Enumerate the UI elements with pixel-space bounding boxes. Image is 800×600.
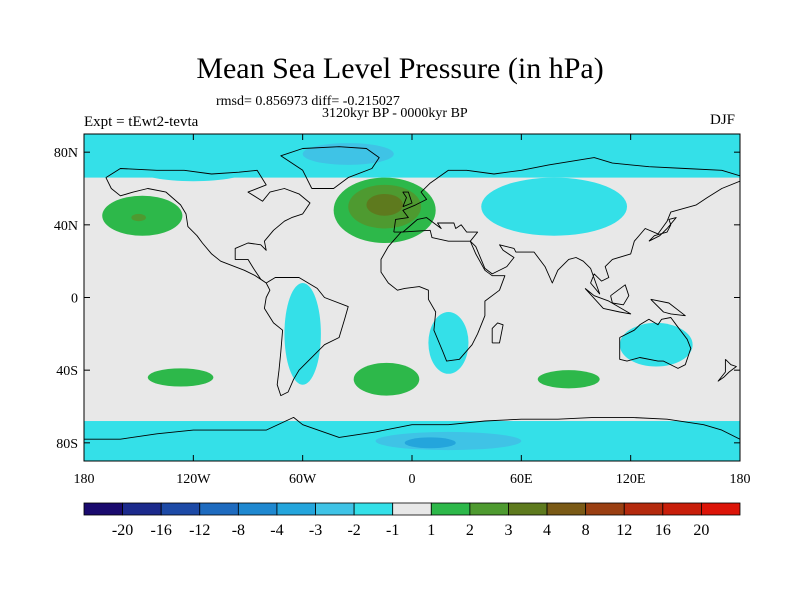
season-label: DJF — [710, 112, 736, 128]
field-region-12 — [138, 159, 248, 182]
x-tick-label-4: 60E — [510, 472, 533, 487]
field-region-4 — [366, 193, 403, 216]
colorbar-box-10 — [469, 502, 509, 516]
experiment-label: Expt = tEwt2-tevta — [84, 114, 199, 130]
field-region-8 — [481, 177, 628, 236]
colorbar-box-9 — [430, 502, 471, 516]
colorbar-box-5 — [276, 502, 316, 516]
colorbar-box-3 — [199, 502, 239, 516]
x-tick-label-2: 60W — [289, 472, 317, 487]
y-tick-label-2: 0 — [71, 292, 78, 307]
y-tick-label-4: 80S — [56, 437, 78, 452]
colorbar-box-8 — [392, 502, 432, 516]
colorbar-box-2 — [160, 502, 201, 516]
field-region-15 — [404, 437, 456, 449]
colorbar-label-4: -4 — [270, 522, 283, 539]
period-label: 3120kyr BP - 0000kyr BP — [322, 106, 468, 121]
field-region-1 — [131, 213, 146, 222]
x-tick-label-3: 0 — [409, 472, 416, 487]
y-tick-label-0: 80N — [54, 146, 78, 161]
colorbar-label-14: 16 — [655, 522, 671, 539]
colorbar-box-15 — [662, 502, 702, 516]
colorbar-label-12: 8 — [582, 522, 590, 539]
colorbar-label-1: -16 — [151, 522, 172, 539]
coastlines — [84, 146, 740, 440]
field-region-9 — [284, 282, 321, 385]
colorbar-label-7: -1 — [386, 522, 399, 539]
x-tick-label-1: 120W — [176, 472, 211, 487]
field-region-6 — [353, 362, 420, 396]
colorbar-label-8: 1 — [427, 522, 435, 539]
colorbar-label-3: -8 — [232, 522, 245, 539]
coastline-greenland — [280, 146, 380, 189]
coastline-new-zealand — [717, 358, 737, 382]
field-region-13 — [302, 143, 394, 165]
field-region-7 — [537, 370, 600, 389]
coastline-antarctica — [84, 416, 740, 440]
colorbar-box-7 — [353, 502, 394, 516]
coastline-british-isles — [402, 191, 413, 208]
coastline-new-guinea — [650, 298, 686, 317]
y-tick-label-1: 40N — [54, 219, 78, 234]
colorbar-label-13: 12 — [616, 522, 632, 539]
colorbar-label-0: -20 — [112, 522, 133, 539]
colorbar-label-2: -12 — [189, 522, 210, 539]
colorbar: -20 -16 -12 -8 -4 -3 -2 -1 1 2 3 4 8 12 16 20 — [83, 502, 741, 539]
coastline-north-america — [105, 168, 311, 284]
colorbar-box-11 — [508, 502, 548, 516]
colorbar-label-11: 4 — [543, 522, 551, 539]
colorbar-box-14 — [623, 502, 664, 516]
coastline-madagascar — [491, 322, 504, 344]
colorbar-label-9: 2 — [466, 522, 474, 539]
colorbar-label-6: -2 — [347, 522, 360, 539]
colorbar-box-16 — [701, 502, 741, 516]
coastline-asia-south — [393, 180, 740, 295]
colorbar-box-1 — [122, 502, 162, 516]
rmsd-diff-label: rmsd= 0.856973 diff= -0.215027 — [216, 94, 400, 109]
coastline-europe-asia — [393, 157, 740, 233]
coastline-indonesia — [584, 288, 632, 315]
colorbar-box-12 — [546, 502, 587, 516]
coastline-australia — [619, 317, 692, 369]
x-tick-label-6: 180 — [730, 472, 751, 487]
x-tick-label-0: 180 — [74, 472, 95, 487]
y-tick-label-3: 40S — [56, 364, 78, 379]
x-tick-label-5: 120E — [616, 472, 646, 487]
colorbar-label-10: 3 — [504, 522, 512, 539]
coastline-africa — [380, 229, 506, 362]
colorbar-label-5: -3 — [309, 522, 322, 539]
coastline-japan — [648, 217, 677, 242]
chart-title: Mean Sea Level Pressure (in hPa) — [196, 52, 604, 85]
coastline-south-america — [263, 277, 349, 397]
field-region-11 — [619, 322, 693, 367]
field-region-5 — [147, 368, 214, 387]
coastline-borneo — [610, 284, 630, 306]
colorbar-box-13 — [585, 502, 625, 516]
field-region-10 — [428, 312, 469, 374]
field-layer — [84, 134, 740, 461]
colorbar-box-6 — [315, 502, 355, 516]
colorbar-box-0 — [83, 502, 123, 516]
colorbar-box-4 — [237, 502, 278, 516]
colorbar-label-15: 20 — [693, 522, 709, 539]
